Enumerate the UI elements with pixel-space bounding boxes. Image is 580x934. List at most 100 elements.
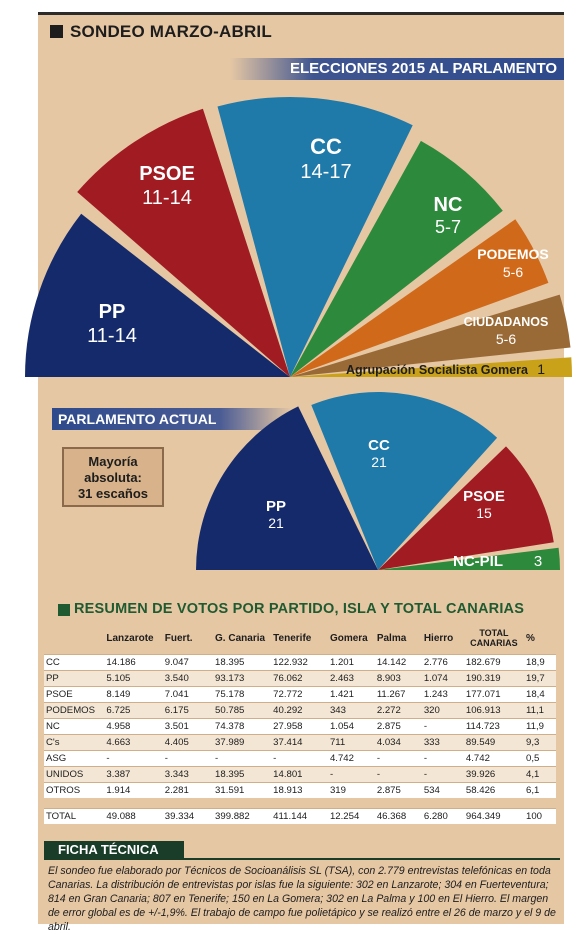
table-cell: 320 — [421, 702, 464, 719]
column-header: Lanzarote — [106, 632, 154, 644]
table-row: UNIDOS 3.387 3.343 18.395 14.801- - -39.926 4,1 — [44, 766, 556, 783]
votes-table: Lanzarote Fuert. G. Canaria Tenerife Gomera P… — [44, 622, 556, 824]
actual-ncpil-slice — [378, 547, 560, 570]
table-cell: 711 — [327, 734, 375, 751]
table-cell: 4.663 — [104, 734, 163, 751]
table-cell: 9.047 — [162, 654, 214, 671]
actual-cc-seats-label: 21 — [371, 454, 387, 470]
table-cell: 19,7 — [523, 670, 556, 687]
table-cell: 37.989 — [213, 734, 272, 751]
table-total-cell: 46.368 — [374, 808, 422, 824]
nc-label: NC — [434, 194, 463, 216]
table-cell: 58.426 — [463, 782, 524, 798]
table-cell: - — [104, 750, 163, 767]
table-total-cell: 39.334 — [162, 808, 214, 824]
podemos-label: PODEMOS — [477, 246, 549, 262]
column-header: Fuert. — [164, 632, 193, 644]
actual-cc-label: CC — [368, 437, 390, 454]
table-cell: - — [162, 750, 214, 767]
table-cell: 72.772 — [271, 686, 328, 703]
table-cell: - — [213, 750, 272, 767]
header-square-icon — [50, 25, 63, 38]
table-total-cell: 12.254 — [327, 808, 375, 824]
table-cell: 2.272 — [374, 702, 422, 719]
table-row: PSOE 8.149 7.041 75.178 72.772 1.421 11.267 1.2… — [44, 686, 556, 703]
psoe-slice — [77, 108, 290, 378]
table-cell: PP — [44, 670, 105, 687]
table-cell: - — [327, 766, 375, 783]
resumen-square-icon — [58, 604, 70, 616]
table-cell: 8.149 — [104, 686, 163, 703]
table-total-cell: TOTAL — [44, 808, 105, 824]
mayoria-line1: Mayoría — [88, 454, 138, 469]
elecciones-title: ELECCIONES 2015 AL PARLAMENTO — [290, 60, 557, 77]
table-cell: 1.914 — [104, 782, 163, 798]
page-title: SONDEO MARZO-ABRIL — [70, 22, 272, 41]
cc-label: CC — [310, 134, 342, 159]
mayoria-line2: absoluta: — [84, 470, 142, 485]
asg-slice — [290, 357, 572, 377]
table-cell: 75.178 — [213, 686, 272, 703]
table-cell: 4.742 — [463, 750, 524, 767]
psoe-label: PSOE — [139, 163, 195, 185]
nc-slice — [290, 140, 503, 377]
table-cell: 6.725 — [104, 702, 163, 719]
pp-seats-label: 11-14 — [87, 325, 137, 347]
table-cell: 7.041 — [162, 686, 214, 703]
parlamento-bar — [52, 408, 292, 430]
table-cell: 9,3 — [523, 734, 556, 751]
table-cell: 11,9 — [523, 718, 556, 735]
table-cell: - — [421, 766, 464, 783]
elecciones-seat-chart: PP11-14PSOE11-14CC14-17NC5-7PODEMOS5-6CI… — [25, 96, 572, 378]
actual-pp-seats-label: 21 — [268, 515, 284, 531]
mayoria-line3: 31 escaños — [77, 486, 149, 501]
table-cell: 11.267 — [374, 686, 422, 703]
table-cell: 6,1 — [523, 782, 556, 798]
top-rule — [38, 12, 564, 15]
table-cell: - — [374, 750, 422, 767]
table-cell: 93.173 — [213, 670, 272, 687]
actual-pp-slice — [196, 406, 378, 570]
table-cell: 14.186 — [104, 654, 163, 671]
table-cell: 76.062 — [271, 670, 328, 687]
table-cell: 31.591 — [213, 782, 272, 798]
table-cell: 50.785 — [213, 702, 272, 719]
table-cell: 8.903 — [374, 670, 422, 687]
table-cell: 182.679 — [463, 654, 524, 671]
table-cell: 1.243 — [421, 686, 464, 703]
table-cell: 40.292 — [271, 702, 328, 719]
actual-cc-slice — [311, 392, 498, 570]
table-row: ASG - - - -4.742- -4.742 0,5 — [44, 750, 556, 767]
table-cell: - — [271, 750, 328, 767]
ciudadanos-seats-label: 5-6 — [496, 331, 516, 347]
table-cell: 4.405 — [162, 734, 214, 751]
table-cell: 106.913 — [463, 702, 524, 719]
table-cell: 333 — [421, 734, 464, 751]
table-total-row: TOTAL 49.088 39.334 399.882 411.144 12.254 46.… — [44, 808, 556, 824]
asg-label: Agrupación Socialista Gomera — [346, 363, 529, 377]
table-total-cell: 49.088 — [104, 808, 163, 824]
table-cell: 190.319 — [463, 670, 524, 687]
table-cell: 6.175 — [162, 702, 214, 719]
table-cell: 534 — [421, 782, 464, 798]
resumen-title: RESUMEN DE VOTOS POR PARTIDO, ISLA Y TOT… — [74, 601, 525, 617]
table-cell: NC — [44, 718, 105, 735]
column-header: Gomera — [329, 632, 368, 644]
ciudadanos-slice — [290, 294, 571, 377]
table-cell: 1.054 — [327, 718, 375, 735]
table-cell: 4.034 — [374, 734, 422, 751]
actual-psoe-seats-label: 15 — [476, 505, 492, 521]
table-cell: 3.343 — [162, 766, 214, 783]
pp-label: PP — [99, 301, 126, 323]
cc-slice — [217, 96, 413, 377]
table-cell: ASG — [44, 750, 105, 767]
table-cell: 4.958 — [104, 718, 163, 735]
actual-ncpil-seats-label: 3 — [534, 553, 542, 570]
table-cell: 2.776 — [421, 654, 464, 671]
table-cell: 4,1 — [523, 766, 556, 783]
podemos-slice — [290, 219, 549, 377]
actual-psoe-slice — [378, 446, 554, 570]
table-header-row: Lanzarote Fuert. G. Canaria Tenerife Gomera P… — [44, 622, 556, 655]
column-header: Tenerife — [273, 632, 312, 644]
